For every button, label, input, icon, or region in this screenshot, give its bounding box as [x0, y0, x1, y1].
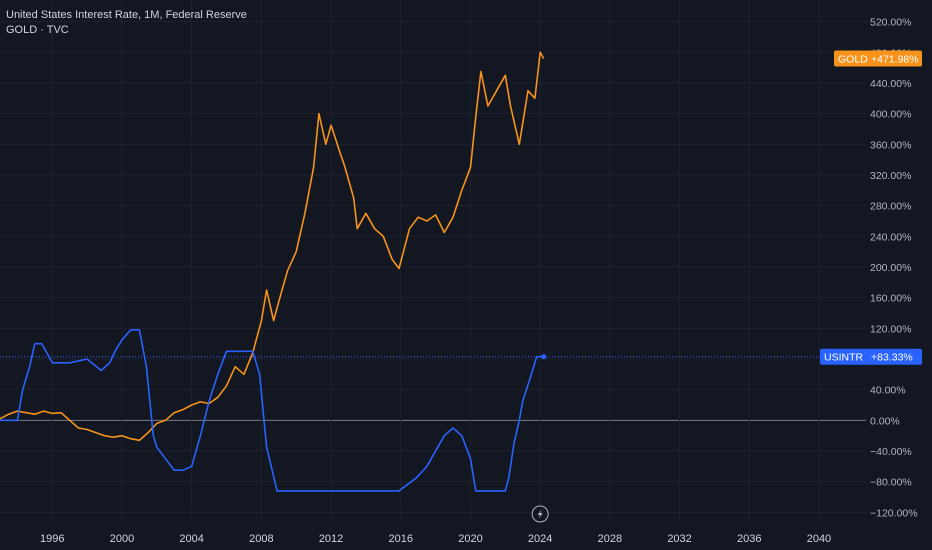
y-axis[interactable]: 520.00%480.00%440.00%400.00%360.00%320.0…: [870, 17, 918, 520]
x-tick-label: 2020: [458, 533, 482, 545]
y-tick-label: 200.00%: [870, 262, 911, 274]
y-tick-label: 160.00%: [870, 293, 911, 305]
x-tick-label: 2004: [179, 533, 203, 545]
lightning-glyph: [537, 509, 543, 519]
x-tick-label: 2032: [667, 533, 691, 545]
y-tick-label: −40.00%: [870, 446, 912, 458]
x-tick-label: 1996: [40, 533, 64, 545]
y-tick-label: 320.00%: [870, 170, 911, 182]
y-tick-label: 40.00%: [870, 385, 906, 397]
y-tick-label: 520.00%: [870, 17, 911, 29]
badge-gold: GOLD +471.98%: [834, 50, 922, 67]
y-tick-label: 280.00%: [870, 201, 911, 213]
y-tick-label: −120.00%: [870, 507, 918, 519]
y-tick-label: 440.00%: [870, 78, 911, 90]
x-tick-label: 2028: [598, 533, 622, 545]
price-badges: GOLD +471.98% USINTR +83.33%: [820, 50, 922, 365]
x-tick-label: 2040: [807, 533, 831, 545]
x-axis[interactable]: 1996 2000 2004 2008 2012 2016 2020 2024 2028 2032…: [40, 533, 831, 545]
usintr-last-point: [541, 354, 547, 360]
y-tick-label: 360.00%: [870, 139, 911, 151]
badge-background: [820, 348, 922, 365]
grid: [0, 0, 866, 520]
y-tick-label: 120.00%: [870, 323, 911, 335]
legend-gold[interactable]: GOLD · TVC: [6, 24, 69, 36]
legend-title[interactable]: United States Interest Rate, 1M, Federal…: [6, 9, 247, 21]
badge-usintr: USINTR +83.33%: [820, 348, 922, 365]
x-tick-label: 2016: [389, 533, 413, 545]
series-line-usintr: [0, 329, 544, 492]
series-line-gold: [0, 51, 545, 442]
x-tick-label: 2036: [737, 533, 761, 545]
y-tick-label: 0.00%: [870, 415, 900, 427]
badge-background: [834, 50, 922, 67]
x-tick-label: 2012: [319, 533, 343, 545]
badge-value: +83.33%: [871, 352, 913, 364]
y-tick-label: 240.00%: [870, 231, 911, 243]
series-lines: [0, 51, 866, 492]
badge-label: GOLD: [838, 53, 868, 65]
badge-label: USINTR: [824, 352, 864, 364]
x-tick-label: 2008: [249, 533, 273, 545]
y-tick-label: −80.00%: [870, 477, 912, 489]
y-tick-label: 400.00%: [870, 109, 911, 121]
event-marker[interactable]: [531, 505, 549, 523]
badge-value: +471.98%: [871, 53, 919, 65]
chart-legend: United States Interest Rate, 1M, Federal…: [6, 8, 247, 38]
x-tick-label: 2024: [528, 533, 552, 545]
x-tick-label: 2000: [110, 533, 134, 545]
